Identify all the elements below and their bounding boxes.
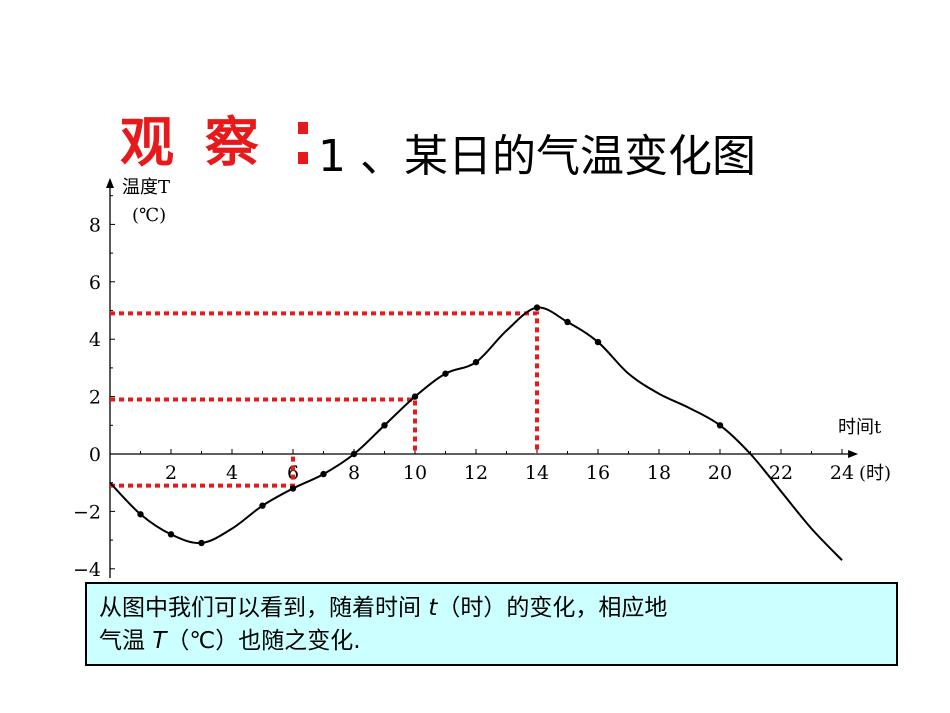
data-point (137, 511, 144, 518)
title-text: 1 、某日的气温变化图 (318, 131, 756, 182)
y-tick-label: 6 (89, 272, 101, 294)
x-axis-unit: (时) (859, 463, 891, 484)
reference-line (110, 454, 295, 488)
title-colon (298, 122, 310, 164)
data-point (350, 450, 358, 458)
data-point (289, 485, 297, 492)
data-point (716, 422, 724, 429)
data-point (472, 358, 480, 366)
data-point (564, 318, 571, 326)
data-point (442, 370, 449, 377)
data-point (594, 338, 602, 346)
x-tick-label: 22 (769, 462, 793, 484)
y-tick-label: −2 (73, 501, 101, 523)
reference-line (110, 311, 539, 454)
data-point (198, 539, 205, 547)
x-tick-label: 6 (287, 462, 299, 484)
y-axis-unit: (℃) (132, 205, 166, 226)
note-var-t: t (428, 595, 438, 621)
x-tick-label: 18 (647, 462, 671, 484)
data-point (167, 531, 175, 538)
y-tick-label: −4 (73, 559, 101, 581)
title-label: 观 察 (120, 110, 265, 174)
note-line-2: 气温 T（℃）也随之变化. (99, 628, 361, 654)
x-tick-label: 20 (708, 462, 732, 484)
x-tick-label: 4 (226, 462, 238, 484)
x-tick-label: 2 (165, 462, 177, 484)
y-tick-label: 0 (89, 444, 101, 466)
note-var-T: T (152, 628, 167, 654)
data-point (259, 502, 266, 509)
data-point (381, 422, 388, 429)
data-point (411, 393, 419, 400)
note-line-1: 从图中我们可以看到，随着时间 t（时）的变化，相应地 (99, 595, 668, 621)
x-tick-label: 12 (464, 462, 488, 484)
data-point (320, 470, 327, 478)
y-tick-label: 2 (89, 387, 101, 409)
x-tick-label: 14 (525, 462, 549, 484)
x-tick-label: 10 (403, 462, 427, 484)
y-axis-label: 温度T (122, 177, 170, 198)
x-axis-label: 时间t (838, 417, 882, 438)
x-tick-label: 24 (830, 462, 854, 484)
x-tick-label: 16 (586, 462, 610, 484)
x-tick-label: 8 (348, 462, 360, 484)
reference-line (110, 397, 417, 454)
data-point (533, 304, 541, 311)
x-axis-arrow (848, 450, 859, 458)
y-axis-arrow (106, 178, 114, 188)
temperature-curve (109, 306, 843, 561)
y-tick-label: 8 (89, 214, 101, 236)
y-tick-label: 4 (89, 329, 101, 351)
observation-note: 从图中我们可以看到，随着时间 t（时）的变化，相应地 气温 T（℃）也随之变化. (85, 582, 898, 666)
